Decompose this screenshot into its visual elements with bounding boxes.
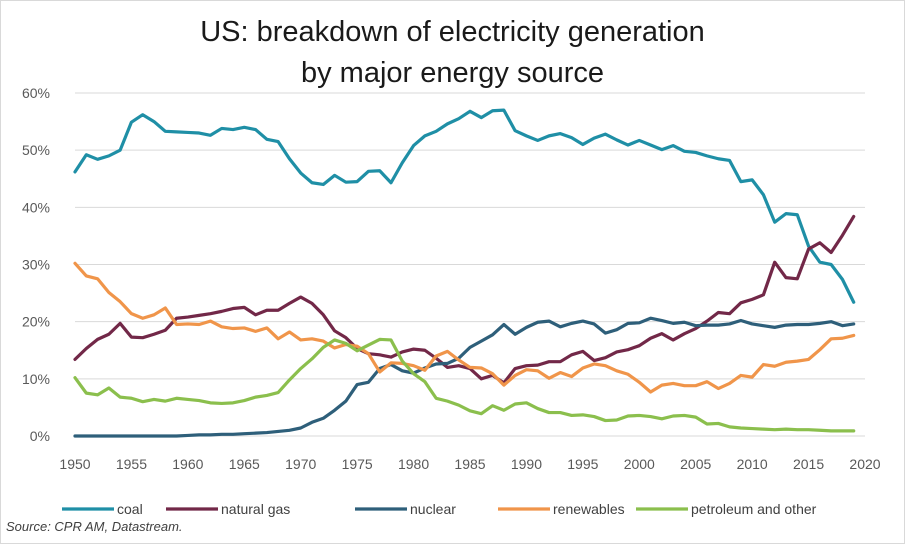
legend-item: nuclear <box>355 501 456 517</box>
legend-item: petroleum and other <box>636 501 817 517</box>
y-tick-label: 60% <box>22 85 50 101</box>
series-lines <box>73 108 856 438</box>
x-tick-label: 1975 <box>342 456 373 472</box>
y-tick-label: 50% <box>22 142 50 158</box>
x-tick-label: 2005 <box>680 456 711 472</box>
legend-item: natural gas <box>166 501 290 517</box>
series-line-coal <box>73 108 856 304</box>
x-tick-label: 2000 <box>624 456 655 472</box>
chart-title: US: breakdown of electricity generation <box>200 16 705 48</box>
x-tick-label: 1995 <box>567 456 598 472</box>
legend-label: natural gas <box>221 501 290 517</box>
x-tick-label: 1950 <box>59 456 90 472</box>
series-line-nuclear <box>73 316 856 438</box>
legend-label: renewables <box>553 501 625 517</box>
series-line-renewables <box>73 261 856 394</box>
x-tick-label: 1990 <box>511 456 542 472</box>
x-tick-label: 1960 <box>172 456 203 472</box>
chart-subtitle: by major energy source <box>300 57 605 89</box>
x-tick-label: 1965 <box>229 456 260 472</box>
series-line-natural-gas <box>73 214 856 385</box>
x-tick-label: 1970 <box>285 456 316 472</box>
x-axis-ticks: 1950 1955 1960 1965 1970 1975 1980 1985 1990 1995… <box>59 456 880 472</box>
legend-item: coal <box>62 501 143 517</box>
x-tick-label: 1985 <box>454 456 485 472</box>
x-tick-label: 1955 <box>116 456 147 472</box>
source-note: Source: CPR AM, Datastream. <box>6 519 183 534</box>
legend-label: petroleum and other <box>691 501 817 517</box>
legend-label: coal <box>117 501 143 517</box>
legend: coal natural gas nuclear renewables petroleu… <box>62 501 817 517</box>
y-tick-label: 30% <box>22 257 50 273</box>
legend-label: nuclear <box>410 501 456 517</box>
y-tick-label: 20% <box>22 314 50 330</box>
x-tick-label: 2015 <box>793 456 824 472</box>
gridlines <box>75 92 865 380</box>
legend-item: renewables <box>498 501 625 517</box>
y-axis-ticks: 0% 10% 20% 30% 40% 50% 60% <box>22 85 50 444</box>
series-line-petroleum-and-other <box>73 337 856 433</box>
x-tick-label: 2020 <box>849 456 880 472</box>
y-tick-label: 0% <box>30 428 50 444</box>
y-tick-label: 10% <box>22 371 50 387</box>
x-tick-label: 1980 <box>398 456 429 472</box>
x-tick-label: 2010 <box>737 456 768 472</box>
y-tick-label: 40% <box>22 199 50 215</box>
